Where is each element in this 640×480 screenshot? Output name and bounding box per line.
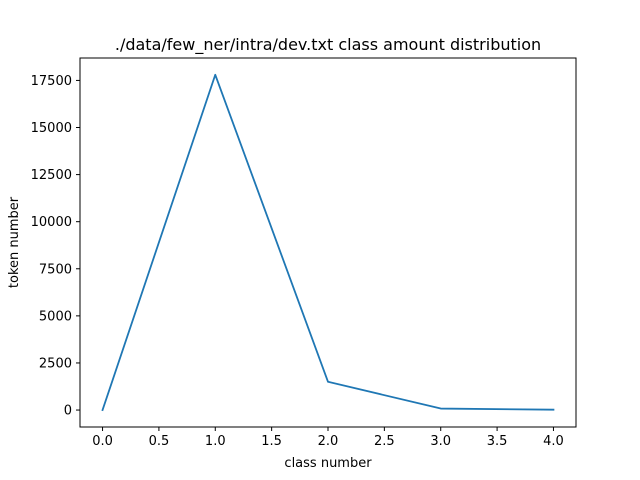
x-tick-label: 2.0 bbox=[318, 434, 339, 449]
x-tick-label: 3.5 bbox=[487, 434, 508, 449]
x-tick-label: 1.0 bbox=[205, 434, 226, 449]
x-tick-label: 3.0 bbox=[430, 434, 451, 449]
x-tick-label: 0.5 bbox=[149, 434, 170, 449]
y-tick-label: 5000 bbox=[39, 309, 72, 324]
x-tick-label: 1.5 bbox=[261, 434, 282, 449]
series-line bbox=[101, 73, 555, 412]
y-axis: 0 2500 5000 7500 10000 12500 15000 17500 bbox=[31, 74, 80, 419]
y-tick-label: 2500 bbox=[39, 356, 72, 371]
y-axis-label: token number bbox=[7, 196, 22, 288]
y-tick-label: 17500 bbox=[31, 74, 72, 89]
y-tick-label: 7500 bbox=[39, 262, 72, 277]
x-tick-label: 4.0 bbox=[543, 434, 564, 449]
series-layer bbox=[101, 73, 555, 412]
x-axis-label: class number bbox=[284, 456, 372, 471]
y-tick-label: 15000 bbox=[31, 121, 72, 136]
chart-title: ./data/few_ner/intra/dev.txt class amoun… bbox=[115, 35, 541, 55]
y-tick-label: 12500 bbox=[31, 168, 72, 183]
x-tick-label: 0.0 bbox=[92, 434, 113, 449]
plot-area: 0.0 0.5 1.0 1.5 2.0 2.5 3.0 3.5 4.0 0 2500 5000 750… bbox=[31, 57, 577, 449]
x-axis: 0.0 0.5 1.0 1.5 2.0 2.5 3.0 3.5 4.0 bbox=[92, 427, 564, 449]
x-tick-label: 2.5 bbox=[374, 434, 395, 449]
y-tick-label: 0 bbox=[64, 404, 72, 419]
y-tick-label: 10000 bbox=[31, 215, 72, 230]
